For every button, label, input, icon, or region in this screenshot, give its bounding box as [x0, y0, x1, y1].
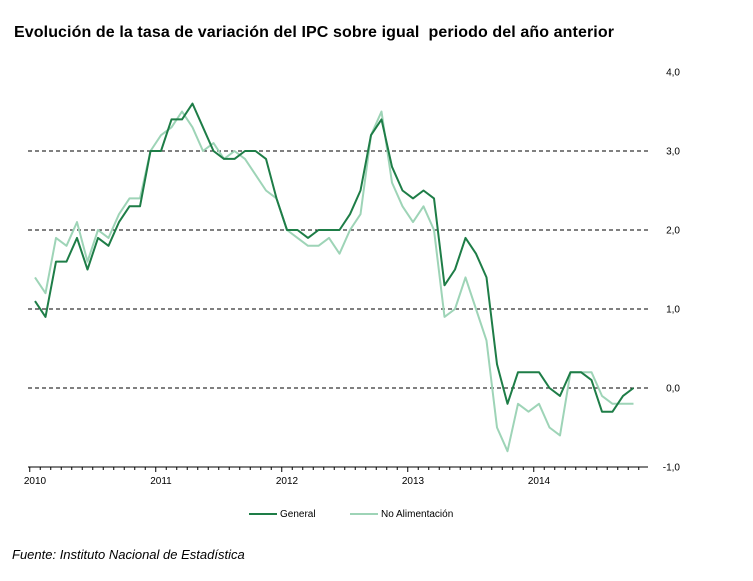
gridlines	[28, 150, 648, 389]
legend-label-0: General	[280, 509, 316, 520]
series-lines	[34, 102, 635, 453]
x-tick-label: 2012	[276, 476, 299, 487]
y-tick-label: 1,0	[666, 305, 680, 316]
x-axis-ticks: 2010 2011 2012 2013 2014	[24, 476, 551, 487]
legend: General No Alimentación	[249, 509, 453, 520]
x-tick-label: 2013	[402, 476, 425, 487]
series-line-0	[34, 102, 635, 413]
x-tick-label: 2011	[150, 476, 172, 487]
source-note: Fuente: Instituto Nacional de Estadístic…	[12, 547, 245, 562]
y-tick-label: 3,0	[666, 147, 680, 158]
x-axis	[28, 466, 648, 472]
y-tick-label: 2,0	[666, 226, 680, 237]
y-axis-ticks: 4,0 3,0 2,0 1,0 0,0 -1,0	[663, 68, 681, 474]
x-tick-label: 2010	[24, 476, 47, 487]
y-tick-label: 0,0	[666, 384, 680, 395]
y-tick-label: -1,0	[663, 463, 681, 474]
series-line-1	[34, 110, 634, 453]
y-tick-label: 4,0	[666, 68, 680, 79]
x-tick-label: 2014	[528, 476, 551, 487]
legend-label-1: No Alimentación	[381, 509, 453, 520]
chart-title: Evolución de la tasa de variación del IP…	[14, 24, 615, 41]
